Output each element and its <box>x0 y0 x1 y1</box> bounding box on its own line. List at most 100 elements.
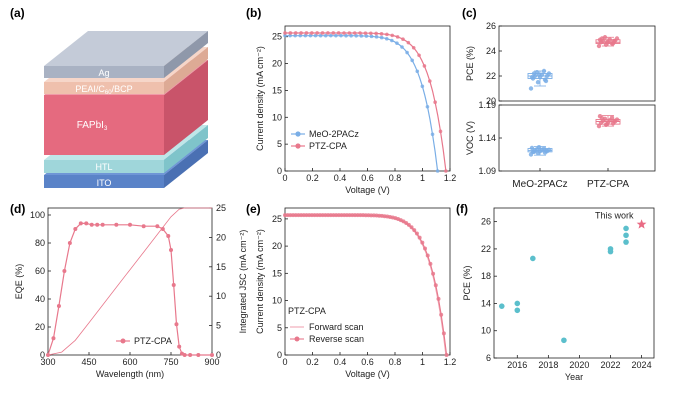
chart-b-point <box>293 31 298 35</box>
panel-a-device-stack: (a) ITO HTL FAPbI3 PEAI/C60/BCP Ag <box>10 6 208 188</box>
chart-e-xtick-label: 0.8 <box>389 357 402 367</box>
panel-label-e: (e) <box>246 202 261 216</box>
chart-c-top-point <box>543 78 549 84</box>
chart-b-ytick-label: 15 <box>272 85 282 95</box>
chart-e-ytick-label: 20 <box>272 241 282 251</box>
chart-b-point <box>359 34 364 38</box>
chart-e-xtick-label: 0.2 <box>306 357 319 367</box>
chart-c-top-point <box>531 71 537 76</box>
chart-b-point <box>352 31 357 35</box>
chart-d-eqe-point <box>196 353 201 357</box>
chart-e-point <box>428 261 433 266</box>
chart-e-xlabel: Voltage (V) <box>345 369 390 379</box>
chart-b-point <box>379 35 384 40</box>
chart-e-xtick-label: 0.4 <box>334 357 347 367</box>
chart-d-eqe-point <box>56 304 61 308</box>
chart-d-ylabel2: Integrated JSC (mA cm⁻²) <box>238 230 248 334</box>
chart-d-legend-marker <box>120 338 126 344</box>
chart-d-ytick-label: 60 <box>35 266 45 276</box>
chart-c-top-point <box>546 71 552 76</box>
chart-d-eqe-point <box>166 234 171 238</box>
chart-f-ytick-label: 14 <box>481 298 491 308</box>
chart-f-ylabel: PCE (%) <box>462 265 472 300</box>
chart-b-ytick-label: 20 <box>272 59 282 69</box>
chart-c-bottom-ytick-label: 1.14 <box>478 133 496 143</box>
chart-b-xtick-label: 0.2 <box>306 173 319 183</box>
chart-b-point <box>406 40 411 45</box>
ito-side <box>164 140 208 188</box>
chart-b-ytick-label: 10 <box>272 112 282 122</box>
chart-b-point <box>401 37 405 41</box>
chart-d-eqe-line <box>47 222 212 356</box>
chart-b-point <box>410 58 414 63</box>
chart-b-xtick-label: 0.4 <box>334 173 347 183</box>
chart-d-eqe-point <box>78 221 83 226</box>
chart-b-point <box>433 100 437 105</box>
chart-d-eqe-point <box>171 283 176 287</box>
chart-b-point <box>369 31 373 36</box>
chart-d-ytick2-label: 25 <box>216 203 226 213</box>
chart-b-point <box>363 31 368 35</box>
chart-d-eqe-point <box>114 222 119 227</box>
chart-e-ytick-label: 0 <box>277 350 282 360</box>
chart-c-top-ytick-label: 24 <box>486 46 496 56</box>
htl-label: HTL <box>95 162 112 172</box>
chart-b-point <box>299 31 303 35</box>
chart-f-star-marker <box>636 219 647 229</box>
chart-b-point <box>323 33 328 38</box>
chart-b-point <box>293 33 297 38</box>
chart-b-point <box>315 31 319 35</box>
chart-d-eqe-point <box>73 227 78 231</box>
chart-b-legend-marker <box>295 143 301 149</box>
chart-b-point <box>427 79 432 83</box>
chart-c-top-point <box>596 43 602 49</box>
panel-f-pce-history: 2016 2018 2020 2022 2024 6 10 14 18 22 26 Year PCE (… <box>462 207 655 382</box>
chart-b-point <box>422 64 427 68</box>
htl-side <box>164 125 208 173</box>
chart-f-xlabel: Year <box>565 372 583 382</box>
chart-b-point <box>379 32 384 36</box>
chart-e-point <box>417 235 422 240</box>
chart-c-top-point <box>611 38 617 44</box>
chart-c-top-point <box>604 40 610 45</box>
chart-c-bottom-point <box>531 149 537 155</box>
chart-d-ylabel: EQE (%) <box>14 264 24 300</box>
chart-b-point <box>390 33 395 38</box>
chart-b-point <box>283 33 287 38</box>
chart-b-point <box>334 33 338 38</box>
chart-c-bottom-point <box>599 116 605 121</box>
chart-e-point <box>414 231 419 236</box>
chart-d-eqe-point <box>84 221 89 226</box>
htl-front <box>44 160 164 173</box>
chart-f-ytick-label: 22 <box>481 244 491 254</box>
chart-b-point <box>344 33 348 38</box>
chart-b-point <box>425 104 430 109</box>
chart-b-series-line <box>285 35 439 172</box>
chart-d-xtick-label: 900 <box>204 357 219 367</box>
chart-b-point <box>390 38 394 43</box>
chart-e-point <box>444 353 449 357</box>
chart-b-point <box>364 34 369 38</box>
chart-c-bottom-point <box>611 118 617 124</box>
ag-label: Ag <box>98 68 109 78</box>
perovskite-label: FAPbI3 <box>77 120 108 132</box>
chart-d-xtick-label: 750 <box>163 357 178 367</box>
chart-e-legend-marker <box>294 336 300 342</box>
chart-b-point <box>310 31 314 35</box>
panel-label-f: (f) <box>456 202 468 216</box>
chart-d-eqe-point <box>95 222 100 227</box>
chart-c-top-point <box>541 68 547 74</box>
panel-label-d: (d) <box>10 202 25 216</box>
chart-f-ytick-label: 6 <box>486 353 491 363</box>
chart-e-point <box>439 312 444 317</box>
chart-e-ytick-label: 5 <box>277 323 282 333</box>
chart-c-top-point <box>536 72 542 77</box>
chart-b-point <box>331 31 336 35</box>
chart-b-point <box>354 33 359 38</box>
chart-d-eqe-point <box>128 222 132 227</box>
ag-side <box>164 31 208 78</box>
chart-b-point <box>339 33 343 38</box>
chart-b-point <box>326 31 330 35</box>
chart-e-ytick-label: 10 <box>272 296 282 306</box>
chart-b-point <box>405 50 409 55</box>
